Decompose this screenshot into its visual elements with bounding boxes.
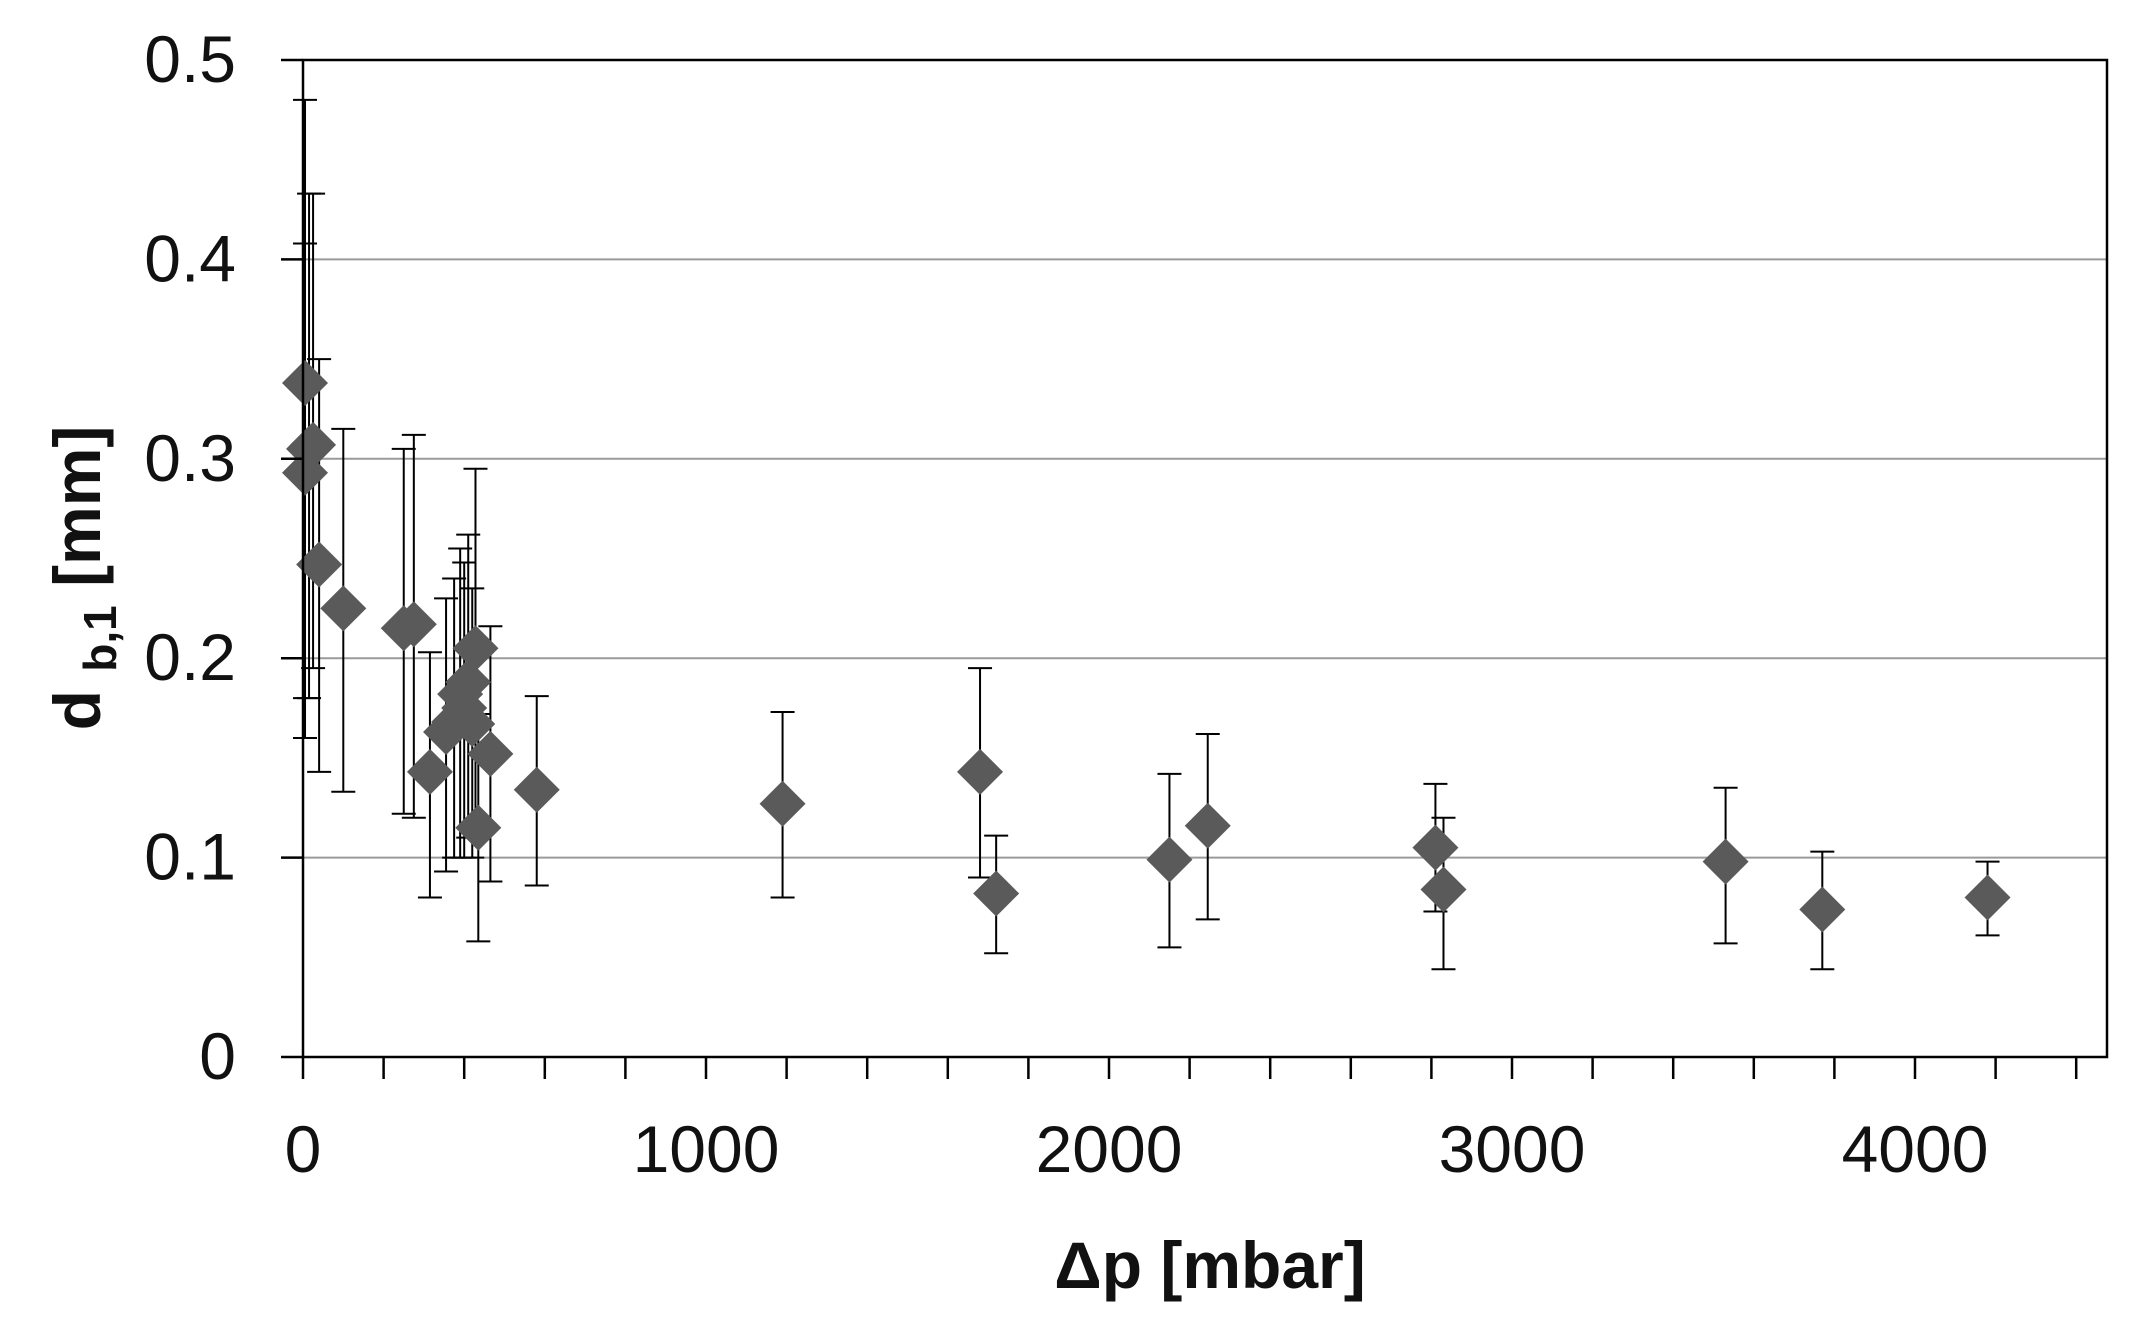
data-point [1420,866,1467,913]
data-point [449,701,496,748]
data-point [759,780,806,827]
y-tick-label: 0.1 [144,820,236,894]
data-point [320,585,367,632]
data-point [445,659,492,706]
data-point [282,360,329,407]
data-point [973,870,1020,917]
data-point [296,541,343,588]
axes [281,58,2109,1079]
x-tick-label: 4000 [1842,1112,1989,1186]
data-point [1146,836,1193,883]
data-point [957,748,1004,795]
data-point [1184,802,1231,849]
x-tick-label: 2000 [1036,1112,1183,1186]
y-tick-labels: 0 0.1 0.2 0.3 0.4 0.5 [144,22,236,1093]
data-point [455,804,502,851]
x-tick-label: 1000 [633,1112,780,1186]
y-axis-title-unit: [mm] [40,426,114,587]
data-point [467,730,514,777]
data-point [1702,838,1749,885]
data-point [290,421,337,468]
x-tick-label: 3000 [1439,1112,1586,1186]
data-point [1964,874,2011,921]
y-axis-title: d b,1 [mm] [40,426,130,731]
y-axis-title-subscript: b,1 [74,605,126,671]
error-bars [293,98,2000,971]
y-tick-label: 0.5 [144,22,236,96]
plot-frame [301,58,2109,1059]
y-tick-label: 0.3 [144,421,236,495]
x-tick-labels: 0 1000 2000 3000 4000 [285,1112,1989,1186]
grid-lines [303,59,2107,859]
y-axis-title-main: d [40,690,114,730]
y-tick-label: 0.4 [144,221,236,295]
x-axis-title: Δp [mbar] [1054,1228,1365,1302]
data-point [1412,824,1459,871]
y-tick-label: 0.2 [144,620,236,694]
data-point [1799,886,1846,933]
data-point [513,766,560,813]
data-point [452,625,499,672]
data-markers [282,360,2011,933]
data-point [390,601,437,648]
y-tick-label: 0 [199,1019,236,1093]
data-point [406,748,453,795]
x-tick-label: 0 [285,1112,322,1186]
